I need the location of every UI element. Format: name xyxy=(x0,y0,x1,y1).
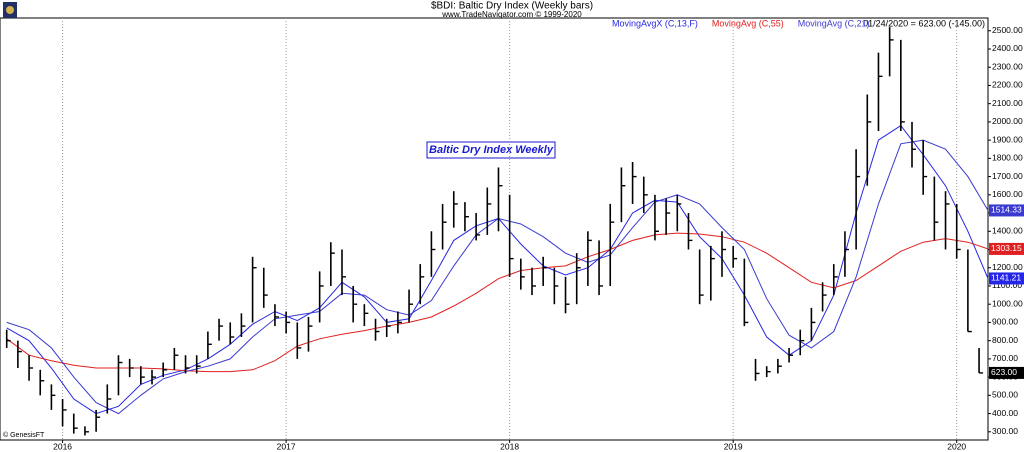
end-label-box xyxy=(989,242,1024,255)
y-tick-label: 800.00 xyxy=(992,335,1018,345)
y-tick-label: 2000.00 xyxy=(992,116,1023,126)
y-tick-label: 1400.00 xyxy=(992,226,1023,236)
legend-entry: MovingAvgX (C,13,F) xyxy=(612,18,698,28)
y-tick-label: 500.00 xyxy=(992,390,1018,400)
annotation: Baltic Dry Index Weekly xyxy=(429,144,554,156)
status-text: 01/24/2020 = 623.00 (-145.00) xyxy=(863,18,985,28)
chart-title: $BDI: Baltic Dry Index (Weekly bars) xyxy=(431,1,593,12)
annotation-box xyxy=(426,141,556,159)
chart-subtitle: www.TradeNavigator.com © 1999-2020 xyxy=(441,10,582,19)
plot-frame xyxy=(0,17,989,441)
y-tick-label: 1200.00 xyxy=(992,262,1023,272)
x-tick-label: 2018 xyxy=(500,441,519,451)
price-bars xyxy=(5,27,984,436)
x-tick-label: 2016 xyxy=(53,441,72,451)
y-tick-label: 900.00 xyxy=(992,317,1018,327)
y-tick-label: 400.00 xyxy=(992,408,1018,418)
y-tick-label: 2300.00 xyxy=(992,61,1023,71)
legend-entry: MovingAvg (C,55) xyxy=(712,18,784,28)
end-label-box xyxy=(989,204,1024,217)
y-tick-label: 1800.00 xyxy=(992,153,1023,163)
x-tick-label: 2017 xyxy=(277,441,296,451)
y-tick-label: 2400.00 xyxy=(992,43,1023,53)
x-tick-label: 2020 xyxy=(947,441,966,451)
logo xyxy=(3,2,17,18)
legend-entry: MovingAvg (C,21) xyxy=(798,18,870,28)
x-tick-label: 2019 xyxy=(724,441,743,451)
end-label-box xyxy=(989,366,1024,379)
y-tick-label: 1000.00 xyxy=(992,298,1023,308)
moving-average-line xyxy=(6,232,989,373)
y-tick-label: 1100.00 xyxy=(992,280,1022,290)
y-tick-label: 1700.00 xyxy=(992,171,1023,181)
y-tick-label: 700.00 xyxy=(992,353,1018,363)
watermark: © GenesisFT xyxy=(3,431,45,439)
end-label-box xyxy=(989,272,1024,285)
y-tick-label: 1600.00 xyxy=(992,189,1023,199)
end-label: 623.00 xyxy=(991,367,1017,377)
end-label: 1514.33 xyxy=(991,205,1022,215)
end-label: 1303.15 xyxy=(991,243,1022,253)
y-tick-label: 2200.00 xyxy=(992,80,1023,90)
end-label: 1141.21 xyxy=(991,273,1021,283)
y-tick-label: 1900.00 xyxy=(992,134,1023,144)
y-tick-label: 300.00 xyxy=(992,426,1018,436)
y-tick-label: 2500.00 xyxy=(992,25,1023,35)
y-tick-label: 2100.00 xyxy=(992,98,1023,108)
